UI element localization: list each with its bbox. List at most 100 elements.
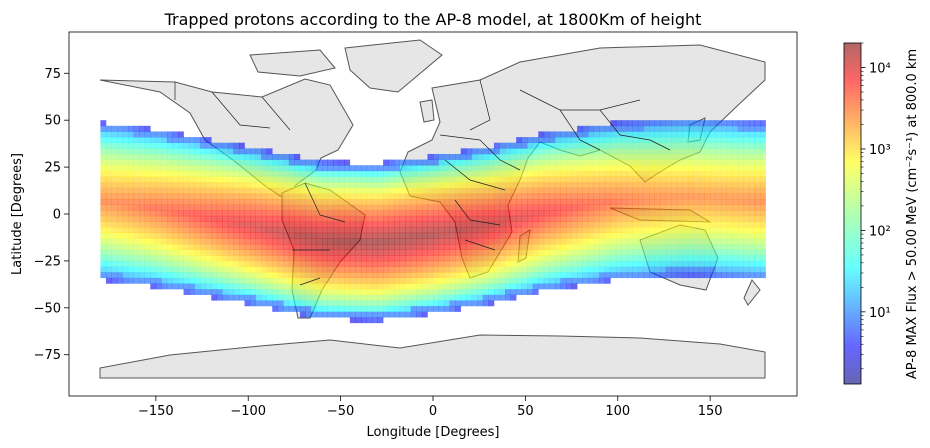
- flux-cell: [699, 148, 705, 155]
- flux-cell: [238, 148, 245, 155]
- flux-cell: [638, 227, 644, 234]
- flux-cell: [388, 232, 395, 239]
- flux-cell: [410, 305, 417, 312]
- flux-cell: [643, 198, 650, 205]
- flux-cell: [299, 227, 306, 234]
- flux-cell: [178, 277, 184, 284]
- flux-cell: [593, 277, 600, 284]
- flux-cell: [421, 176, 428, 183]
- flux-cell: [449, 255, 456, 262]
- flux-cell: [643, 193, 650, 200]
- flux-cell: [299, 277, 306, 284]
- flux-cell: [172, 272, 179, 279]
- flux-cell: [726, 120, 733, 127]
- flux-cell: [233, 215, 240, 222]
- flux-cell: [721, 193, 728, 200]
- flux-cell: [144, 221, 151, 228]
- flux-cell: [488, 277, 495, 284]
- flux-cell: [333, 283, 340, 290]
- flux-cell: [360, 289, 367, 295]
- flux-cell: [588, 170, 595, 177]
- flux-cell: [394, 198, 401, 205]
- flux-cell: [532, 204, 539, 211]
- flux-cell: [571, 176, 578, 183]
- flux-cell: [460, 300, 467, 307]
- flux-cell: [676, 210, 683, 217]
- flux-cell: [726, 159, 733, 166]
- flux-cell: [399, 204, 406, 211]
- flux-cell: [704, 165, 711, 172]
- flux-cell: [150, 255, 157, 262]
- flux-cell: [638, 159, 644, 166]
- flux-cell: [299, 232, 306, 239]
- flux-cell: [610, 159, 617, 166]
- flux-cell: [144, 266, 151, 273]
- flux-cell: [333, 305, 340, 312]
- flux-cell: [699, 125, 705, 132]
- flux-cell: [654, 272, 661, 279]
- colorbar-label: AP-8 MAX Flux > 50.00 MeV (cm⁻²s⁻¹) at 8…: [905, 49, 920, 379]
- flux-cell: [366, 182, 373, 189]
- flux-cell: [410, 238, 417, 245]
- flux-cell: [161, 215, 168, 222]
- flux-cell: [582, 215, 589, 222]
- flux-cell: [737, 260, 744, 267]
- flux-cell: [372, 283, 378, 290]
- flux-cell: [244, 176, 251, 183]
- flux-cell: [377, 198, 384, 205]
- flux-cell: [582, 227, 589, 234]
- flux-cell: [460, 204, 467, 211]
- flux-cell: [333, 170, 340, 177]
- flux-cell: [100, 238, 107, 245]
- flux-cell: [150, 283, 157, 290]
- flux-cell: [737, 131, 744, 138]
- flux-cell: [671, 170, 678, 177]
- flux-cell: [183, 255, 190, 262]
- flux-cell: [216, 198, 223, 205]
- flux-cell: [194, 142, 201, 149]
- flux-cell: [233, 272, 240, 279]
- flux-cell: [699, 266, 705, 273]
- flux-cell: [433, 277, 439, 284]
- flux-cell: [604, 187, 611, 194]
- flux-cell: [311, 182, 317, 189]
- flux-cell: [444, 289, 450, 295]
- flux-cell: [405, 159, 412, 166]
- flux-cell: [676, 266, 683, 273]
- flux-cell: [499, 221, 506, 228]
- flux-cell: [615, 198, 622, 205]
- flux-cell: [671, 244, 678, 250]
- flux-cell: [172, 142, 179, 149]
- flux-cell: [372, 187, 378, 194]
- flux-cell: [128, 266, 134, 273]
- flux-cell: [161, 159, 168, 166]
- flux-cell: [117, 131, 123, 138]
- flux-cell: [200, 170, 207, 177]
- flux-cell: [649, 221, 656, 228]
- flux-cell: [599, 244, 606, 250]
- flux-cell: [244, 182, 251, 189]
- flux-cell: [704, 238, 711, 245]
- flux-cell: [100, 120, 107, 127]
- flux-cell: [294, 227, 301, 234]
- flux-cell: [516, 159, 522, 166]
- flux-cell: [505, 227, 511, 234]
- flux-cell: [100, 187, 107, 194]
- flux-cell: [499, 283, 506, 290]
- flux-cell: [488, 182, 495, 189]
- flux-cell: [643, 244, 650, 250]
- flux-cell: [133, 165, 140, 172]
- flux-cell: [377, 300, 384, 307]
- flux-cell: [732, 210, 739, 217]
- flux-cell: [421, 272, 428, 279]
- flux-cell: [460, 260, 467, 267]
- flux-cell: [316, 311, 323, 318]
- flux-cell: [355, 210, 362, 217]
- flux-cell: [117, 125, 123, 132]
- flux-cell: [227, 198, 234, 205]
- flux-cell: [466, 283, 473, 290]
- flux-cell: [349, 272, 356, 279]
- flux-cell: [394, 221, 401, 228]
- flux-cell: [527, 170, 534, 177]
- flux-cell: [194, 249, 201, 256]
